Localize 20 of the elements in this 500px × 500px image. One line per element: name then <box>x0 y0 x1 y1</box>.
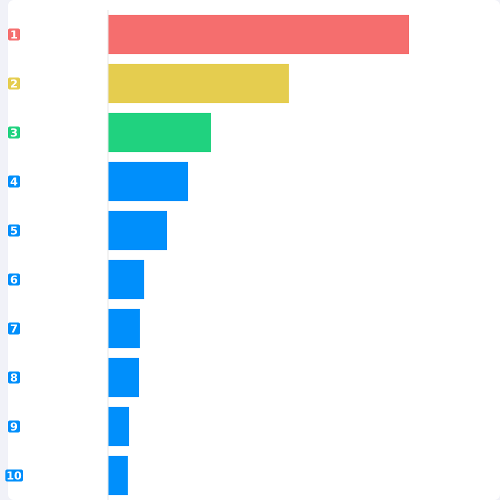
bar <box>108 456 128 496</box>
y-tick-label: 10 <box>6 469 22 482</box>
y-tick-label: 4 <box>10 175 18 188</box>
y-tick-label: 6 <box>10 273 18 286</box>
bar <box>108 210 167 250</box>
bar <box>108 64 289 104</box>
bar <box>108 14 409 54</box>
y-tick-label: 8 <box>10 371 18 384</box>
y-tick-label: 2 <box>10 77 18 90</box>
y-tick-label: 1 <box>10 28 18 42</box>
bar <box>108 406 130 446</box>
bar <box>108 260 144 300</box>
bar <box>108 162 188 202</box>
y-tick-label: 9 <box>10 420 18 434</box>
y-tick-label: 7 <box>10 322 18 336</box>
bar <box>108 358 140 398</box>
bar <box>108 112 211 152</box>
y-tick-label: 5 <box>10 224 18 238</box>
bar <box>108 308 140 348</box>
y-tick-label: 3 <box>10 126 18 140</box>
